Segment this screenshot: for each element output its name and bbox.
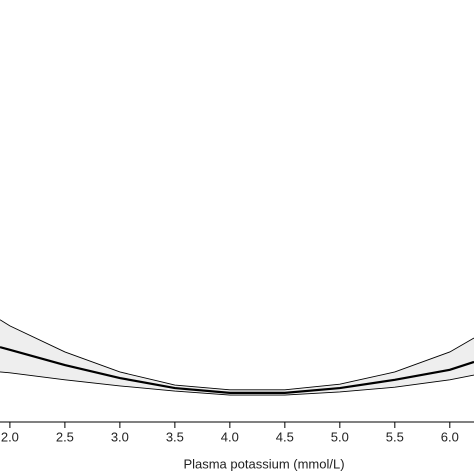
ci-line <box>0 371 474 396</box>
ci-line <box>0 319 474 391</box>
confidence-band <box>0 319 474 396</box>
estimate-line <box>0 346 474 394</box>
x-tick-label: 3.5 <box>166 429 184 444</box>
x-tick-label: 3.0 <box>111 429 129 444</box>
x-tick-label: 5.0 <box>331 429 349 444</box>
x-tick-label: 5.5 <box>386 429 404 444</box>
x-tick-label: 4.0 <box>221 429 239 444</box>
x-tick-label: 6.0 <box>441 429 459 444</box>
x-tick-label: 2.5 <box>56 429 74 444</box>
x-axis-title: Plasma potassium (mmol/L) <box>183 456 344 471</box>
x-tick-label: 4.5 <box>276 429 294 444</box>
x-tick-label: 2.0 <box>1 429 19 444</box>
